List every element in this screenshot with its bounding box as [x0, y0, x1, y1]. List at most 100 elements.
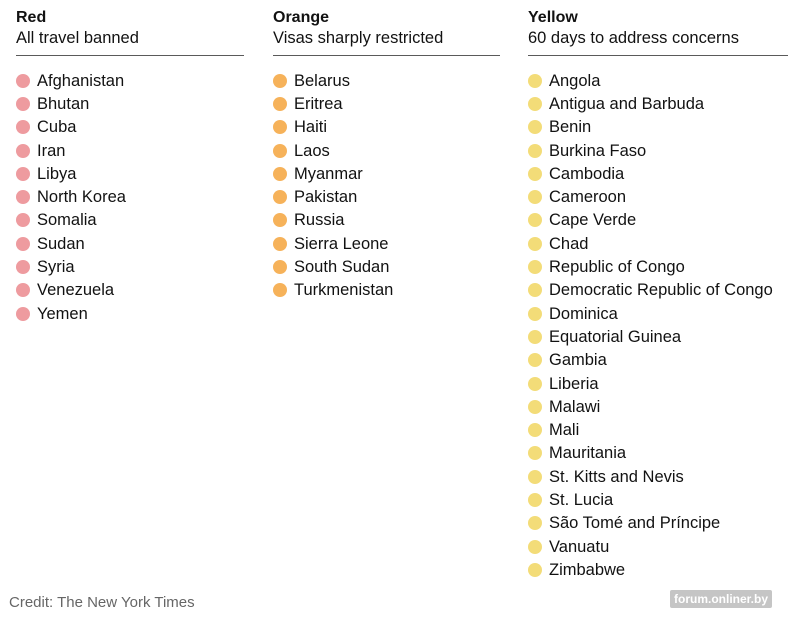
country-name: Burkina Faso	[549, 141, 647, 160]
country-name: Dominica	[549, 304, 618, 323]
status-dot-icon	[528, 562, 542, 577]
list-item: North Korea	[16, 185, 244, 208]
country-name: Mauritania	[549, 444, 627, 463]
status-dot-icon	[528, 376, 542, 391]
status-dot-icon	[273, 143, 287, 158]
country-name: Yemen	[37, 304, 88, 323]
country-list: Afghanistan Bhutan Cuba Iran Libya North Kore…	[16, 69, 244, 325]
status-dot-icon	[16, 260, 30, 275]
country-name: Libya	[37, 164, 77, 183]
country-name: Iran	[37, 141, 66, 160]
list-item: Iran	[16, 139, 244, 162]
status-dot-icon	[528, 120, 542, 135]
country-name: South Sudan	[294, 258, 390, 277]
list-item: Gambia	[528, 349, 788, 372]
column-title: Red	[16, 9, 47, 26]
status-dot-icon	[528, 283, 542, 298]
status-dot-icon	[528, 492, 542, 507]
country-name: Bhutan	[37, 94, 90, 113]
country-name: Vanuatu	[549, 537, 610, 556]
list-item: Mali	[528, 418, 788, 441]
country-name: Belarus	[294, 71, 350, 90]
status-dot-icon	[528, 353, 542, 368]
list-item: Angola	[528, 69, 788, 92]
status-dot-icon	[528, 143, 542, 158]
status-dot-icon	[16, 96, 30, 111]
country-name: Sudan	[37, 234, 85, 253]
list-item: Cape Verde	[528, 209, 788, 232]
status-dot-icon	[273, 120, 287, 135]
status-dot-icon	[528, 446, 542, 461]
status-dot-icon	[528, 469, 542, 484]
country-name: Mali	[549, 421, 580, 440]
country-name: St. Lucia	[549, 490, 614, 509]
status-dot-icon	[273, 73, 287, 88]
country-name: Venezuela	[37, 281, 115, 300]
list-item: Zimbabwe	[528, 558, 788, 581]
country-name: Chad	[549, 234, 589, 253]
column-title: Orange	[273, 9, 330, 26]
list-item: Pakistan	[273, 185, 500, 208]
status-dot-icon	[16, 120, 30, 135]
country-name: Angola	[549, 71, 601, 90]
column-subtitle: Visas sharply restricted	[273, 29, 444, 47]
list-item: Haiti	[273, 116, 500, 139]
list-item: Belarus	[273, 69, 500, 92]
country-name: Syria	[37, 258, 75, 277]
country-name: Republic of Congo	[549, 258, 685, 277]
list-item: St. Lucia	[528, 488, 788, 511]
list-item: Venezuela	[16, 279, 244, 302]
list-item: Republic of Congo	[528, 255, 788, 278]
status-dot-icon	[16, 166, 30, 181]
status-dot-icon	[273, 236, 287, 251]
list-item: Liberia	[528, 372, 788, 395]
country-name: Cambodia	[549, 164, 625, 183]
column-header: Yellow 60 days to address concerns	[528, 8, 788, 56]
column-header: Red All travel banned	[16, 8, 244, 56]
country-name: Malawi	[549, 397, 601, 416]
country-list: Belarus Eritrea Haiti Laos Myanmar Pakistan Ru…	[273, 69, 500, 302]
list-item: Libya	[16, 162, 244, 185]
country-name: Cape Verde	[549, 211, 637, 230]
status-dot-icon	[528, 260, 542, 275]
country-name: Laos	[294, 141, 330, 160]
country-name: Afghanistan	[37, 71, 125, 90]
country-name: Russia	[294, 211, 345, 230]
list-item: Cameroon	[528, 185, 788, 208]
list-item: Eritrea	[273, 92, 500, 115]
status-dot-icon	[16, 236, 30, 251]
list-item: Bhutan	[16, 92, 244, 115]
country-name: North Korea	[37, 188, 126, 207]
status-dot-icon	[528, 306, 542, 321]
country-name: Gambia	[549, 351, 607, 370]
status-dot-icon	[16, 190, 30, 205]
country-name: Antigua and Barbuda	[549, 94, 705, 113]
status-dot-icon	[16, 73, 30, 88]
country-name: Benin	[549, 118, 592, 137]
list-item: Russia	[273, 209, 500, 232]
list-item: Vanuatu	[528, 535, 788, 558]
list-item: Mauritania	[528, 442, 788, 465]
column-subtitle: All travel banned	[16, 29, 139, 47]
list-item: Syria	[16, 255, 244, 278]
list-item: São Tomé and Príncipe	[528, 512, 788, 535]
status-dot-icon	[528, 539, 542, 554]
watermark: forum.onliner.by	[670, 590, 773, 608]
status-dot-icon	[528, 190, 542, 205]
status-dot-icon	[528, 236, 542, 251]
status-dot-icon	[528, 166, 542, 181]
list-item: Sierra Leone	[273, 232, 500, 255]
status-dot-icon	[16, 283, 30, 298]
country-list: Angola Antigua and Barbuda Benin Burkina Fa…	[528, 69, 788, 582]
list-item: Cambodia	[528, 162, 788, 185]
column-subtitle: 60 days to address concerns	[528, 29, 739, 47]
status-dot-icon	[273, 260, 287, 275]
status-dot-icon	[528, 423, 542, 438]
list-item: Antigua and Barbuda	[528, 92, 788, 115]
country-name: Sierra Leone	[294, 234, 389, 253]
column-yellow: Yellow 60 days to address concerns Angol…	[528, 8, 788, 582]
country-name: Cuba	[37, 118, 77, 137]
status-dot-icon	[16, 143, 30, 158]
status-dot-icon	[273, 166, 287, 181]
list-item: Burkina Faso	[528, 139, 788, 162]
